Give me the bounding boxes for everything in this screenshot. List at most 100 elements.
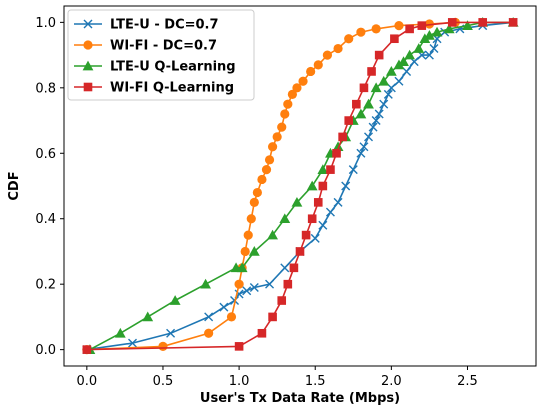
- square-marker: [268, 312, 277, 322]
- triangle-marker: [355, 108, 367, 119]
- circle-marker: [306, 66, 316, 77]
- series-wi-fi-dc-0-7: [82, 17, 460, 355]
- plot-frame: [63, 5, 537, 367]
- circle-marker: [272, 132, 282, 142]
- circle-marker: [280, 109, 290, 119]
- triangle-marker: [248, 246, 260, 256]
- x-marker-stroke: [325, 207, 335, 217]
- circle-marker: [371, 24, 381, 34]
- x-marker: [83, 19, 93, 29]
- x-marker: [429, 44, 439, 54]
- square-marker: [307, 214, 317, 224]
- circle-marker: [234, 279, 244, 289]
- triangle-marker: [393, 59, 405, 70]
- y-tick-label: 1.0: [35, 16, 56, 31]
- triangle-marker: [419, 33, 431, 44]
- x-marker: [364, 132, 374, 142]
- triangle-marker: [431, 26, 443, 37]
- triangle-marker: [404, 49, 416, 60]
- triangle-marker: [267, 229, 278, 240]
- triangle-marker: [443, 23, 455, 34]
- x-marker: [371, 116, 381, 126]
- x-marker-stroke: [417, 50, 427, 60]
- x-marker-stroke: [364, 132, 374, 142]
- x-marker-stroke: [219, 302, 229, 312]
- square-marker: [257, 328, 267, 338]
- x-marker: [374, 109, 384, 119]
- circle-marker: [344, 34, 354, 44]
- square-marker: [405, 24, 414, 34]
- x-tick-label: 2.0: [381, 374, 402, 389]
- triangle-marker: [332, 141, 344, 152]
- legend-label: WI-FI Q-Learning: [110, 81, 234, 96]
- x-marker-stroke: [394, 76, 404, 86]
- triangle-marker: [291, 196, 303, 207]
- x-marker-stroke: [424, 50, 434, 60]
- x-marker: [242, 286, 252, 296]
- legend-label: LTE-U - DC=0.7: [110, 18, 219, 33]
- x-marker: [341, 181, 351, 191]
- triangle-marker: [317, 164, 329, 174]
- x-marker: [318, 220, 328, 230]
- x-tick-label: 2.5: [457, 374, 478, 389]
- x-marker: [359, 142, 369, 152]
- square-marker: [283, 279, 293, 289]
- circle-marker: [252, 187, 262, 198]
- x-marker-stroke: [383, 89, 393, 99]
- circle-marker: [283, 99, 293, 109]
- square-marker: [367, 67, 376, 76]
- legend-item: WI-FI Q-Learning: [74, 81, 234, 96]
- x-marker-stroke: [359, 142, 369, 152]
- triangle-marker: [82, 60, 94, 71]
- circle-marker: [226, 312, 237, 322]
- triangle-marker: [385, 66, 397, 76]
- x-marker: [166, 328, 176, 338]
- axes: 0.0 0.5 1.0 1.5 2.0 2.5 0.0 0.2 0.4 0.6 0.8 1.0: [35, 5, 537, 389]
- x-tick-label: 1.5: [305, 374, 326, 389]
- square-marker: [417, 21, 427, 30]
- x-marker-stroke: [249, 282, 259, 292]
- circle-marker: [322, 50, 333, 60]
- square-marker: [508, 18, 518, 27]
- circle-marker: [267, 142, 278, 152]
- triangle-marker: [424, 30, 435, 40]
- x-marker: [348, 165, 358, 175]
- circle-marker: [249, 197, 259, 207]
- square-marker: [332, 148, 341, 158]
- legend-label: WI-FI - DC=0.7: [110, 39, 217, 54]
- triangle-marker: [413, 43, 425, 53]
- x-tick-label: 0.0: [76, 374, 97, 389]
- series-lte-u-dc-0-7: [82, 17, 518, 355]
- x-marker: [280, 263, 290, 273]
- legend-label: LTE-U Q-Learning: [110, 60, 236, 75]
- circle-marker: [277, 122, 287, 132]
- x-axis-title: User's Tx Data Rate (Mbps): [200, 391, 400, 406]
- series-layer: [82, 16, 519, 355]
- triangle-marker: [114, 327, 126, 338]
- circle-marker: [158, 341, 168, 351]
- circle-marker: [287, 89, 297, 99]
- circle-marker: [246, 214, 256, 224]
- x-marker-stroke: [368, 122, 378, 132]
- square-marker: [318, 181, 328, 191]
- circle-marker: [261, 165, 272, 175]
- x-marker-stroke: [429, 44, 439, 54]
- legend-item: WI-FI - DC=0.7: [74, 39, 217, 54]
- x-marker-stroke: [379, 99, 389, 109]
- circle-marker: [394, 21, 404, 31]
- square-marker: [390, 34, 399, 44]
- circle-marker: [356, 27, 366, 37]
- series-wi-fi-q-learning: [82, 18, 518, 354]
- x-marker-stroke: [318, 220, 328, 230]
- square-marker: [359, 83, 369, 93]
- x-marker-stroke: [341, 181, 351, 191]
- triangle-marker: [236, 262, 248, 273]
- x-marker: [394, 76, 404, 86]
- x-marker-stroke: [204, 312, 214, 322]
- x-marker: [325, 207, 335, 217]
- triangle-marker: [200, 278, 211, 289]
- x-marker: [383, 89, 393, 99]
- circle-marker: [264, 155, 275, 165]
- x-marker-stroke: [386, 83, 396, 93]
